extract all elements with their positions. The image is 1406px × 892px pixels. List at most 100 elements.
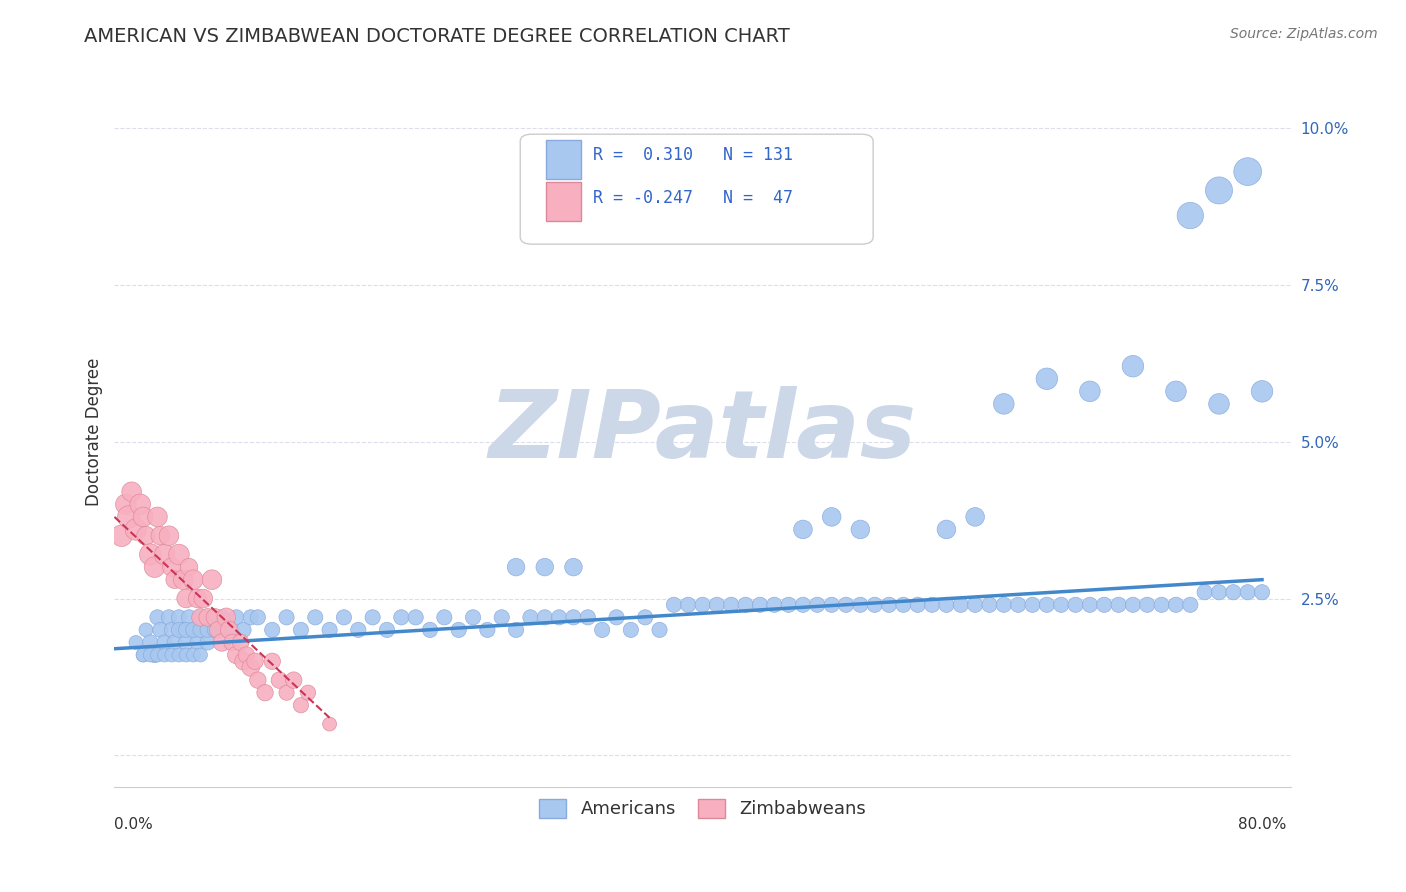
Point xyxy=(1150,598,1173,612)
Point xyxy=(181,573,204,587)
Point xyxy=(605,610,627,624)
Point xyxy=(821,509,844,524)
Point xyxy=(190,610,212,624)
Point xyxy=(160,560,183,574)
Point xyxy=(290,623,312,637)
Point xyxy=(562,560,585,574)
Point xyxy=(519,610,541,624)
Point xyxy=(201,610,224,624)
FancyBboxPatch shape xyxy=(520,134,873,244)
Point xyxy=(1036,598,1059,612)
Point xyxy=(157,529,180,543)
Point xyxy=(1036,372,1059,386)
Point xyxy=(262,654,284,668)
Point xyxy=(157,610,180,624)
Point xyxy=(720,598,742,612)
Point xyxy=(276,686,298,700)
Point xyxy=(778,598,800,612)
Point xyxy=(318,717,340,731)
Point xyxy=(132,509,155,524)
Point xyxy=(1007,598,1029,612)
Point xyxy=(1251,384,1274,399)
Point xyxy=(405,610,427,624)
Point xyxy=(1251,585,1274,599)
Point xyxy=(204,623,226,637)
Point xyxy=(146,509,169,524)
Point xyxy=(419,623,441,637)
Point xyxy=(232,623,254,637)
Point xyxy=(949,598,972,612)
Point xyxy=(1194,585,1216,599)
Point xyxy=(115,497,138,511)
Point xyxy=(218,623,240,637)
Point xyxy=(620,623,643,637)
Point xyxy=(167,623,190,637)
Point xyxy=(163,573,186,587)
Point xyxy=(333,610,356,624)
Point xyxy=(181,648,204,662)
Point xyxy=(181,623,204,637)
Point xyxy=(283,673,305,687)
Point xyxy=(132,648,155,662)
Point xyxy=(269,673,291,687)
Point xyxy=(375,623,398,637)
Point xyxy=(177,560,200,574)
Text: R =  0.310   N = 131: R = 0.310 N = 131 xyxy=(593,146,793,164)
Point xyxy=(139,648,162,662)
Point xyxy=(190,623,212,637)
Point xyxy=(193,623,215,637)
Point xyxy=(197,623,219,637)
Point xyxy=(135,529,157,543)
Point xyxy=(153,648,176,662)
Point xyxy=(276,610,298,624)
Point xyxy=(174,648,197,662)
Point xyxy=(548,610,571,624)
Point xyxy=(163,635,186,649)
Point xyxy=(533,610,555,624)
Point xyxy=(648,623,671,637)
Point xyxy=(197,635,219,649)
Point xyxy=(160,648,183,662)
Point xyxy=(591,623,613,637)
Point xyxy=(893,598,915,612)
Point xyxy=(246,610,269,624)
Point xyxy=(1064,598,1087,612)
Point xyxy=(239,610,262,624)
Point xyxy=(172,573,194,587)
FancyBboxPatch shape xyxy=(546,139,582,178)
Point xyxy=(187,635,209,649)
Text: 0.0%: 0.0% xyxy=(114,817,153,832)
Point xyxy=(935,523,957,537)
Point xyxy=(146,610,169,624)
Point xyxy=(218,623,240,637)
Point xyxy=(167,548,190,562)
Point xyxy=(143,560,166,574)
Point xyxy=(734,598,756,612)
Point xyxy=(1180,209,1202,223)
Point xyxy=(1050,598,1073,612)
Point xyxy=(225,648,247,662)
Point xyxy=(174,635,197,649)
Point xyxy=(187,591,209,606)
Point xyxy=(129,497,152,511)
Point xyxy=(1078,384,1101,399)
Point xyxy=(143,648,166,662)
Point xyxy=(149,623,172,637)
Point xyxy=(201,573,224,587)
Point xyxy=(347,623,370,637)
Point xyxy=(863,598,886,612)
Point xyxy=(965,598,987,612)
Point xyxy=(749,598,772,612)
Point xyxy=(132,648,155,662)
Point xyxy=(167,610,190,624)
Point xyxy=(121,484,143,499)
Text: R = -0.247   N =  47: R = -0.247 N = 47 xyxy=(593,189,793,207)
Point xyxy=(1021,598,1043,612)
Point xyxy=(262,623,284,637)
Point xyxy=(246,673,269,687)
Point xyxy=(197,610,219,624)
Point xyxy=(297,686,319,700)
Point xyxy=(533,560,555,574)
Point xyxy=(821,598,844,612)
Point xyxy=(877,598,900,612)
